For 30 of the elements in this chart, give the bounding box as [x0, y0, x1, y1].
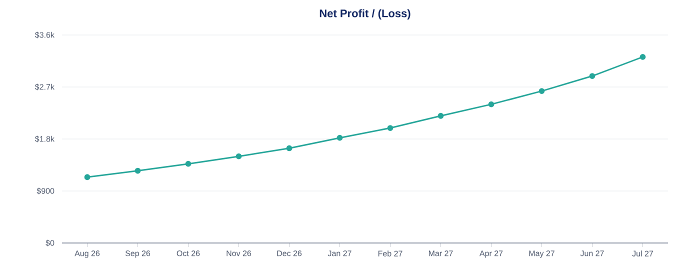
x-tick-label: Feb 27: [378, 250, 402, 256]
point: [84, 174, 90, 180]
x-tick-label: Jan 27: [328, 250, 352, 256]
x-tick-label: Oct 26: [176, 250, 200, 256]
x-tick-label: May 27: [529, 250, 554, 258]
x-tick-label: Jun 27: [580, 250, 604, 256]
x-tick-label: Mar 27: [428, 250, 453, 256]
x-tick-label: Apr 27: [479, 250, 503, 258]
point: [538, 88, 545, 94]
y-tick-label: $3.6k: [34, 32, 54, 38]
point: [387, 125, 394, 131]
point: [640, 54, 646, 60]
y-tick-label: $900: [36, 188, 54, 194]
point: [438, 112, 444, 119]
x-tick-label: Sep 26: [125, 250, 150, 258]
chart-title: Net Profit / (Loss): [320, 9, 410, 20]
x-tick-label: Jul 27: [632, 250, 653, 256]
y-tick-label: $0: [46, 240, 54, 246]
point: [336, 134, 343, 141]
point: [589, 73, 596, 79]
x-tick-label: Dec 26: [277, 250, 302, 256]
x-tick-label: Nov 26: [226, 250, 252, 256]
y-tick-label: $2.7k: [34, 84, 54, 90]
y-tick-label: $1.8k: [34, 136, 54, 142]
x-tick-label: Aug 26: [74, 250, 100, 258]
point: [488, 101, 494, 108]
point: [134, 168, 141, 174]
point: [286, 145, 292, 152]
point: [185, 160, 192, 167]
point: [236, 153, 242, 160]
